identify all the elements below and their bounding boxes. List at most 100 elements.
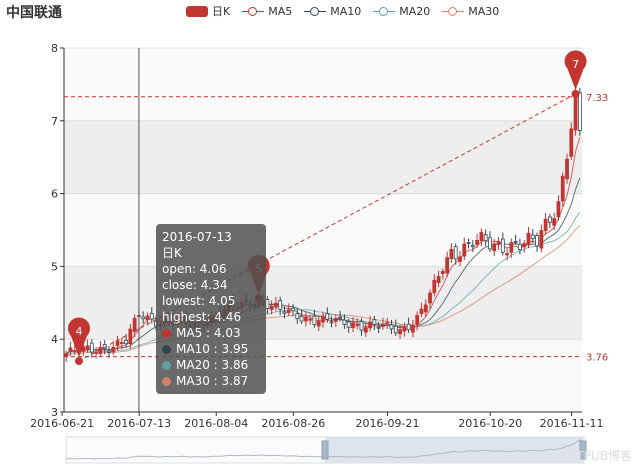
markpoint-pin-icon [67, 317, 90, 358]
candle-body [449, 249, 454, 260]
candle-body [488, 237, 492, 250]
candle-body [466, 242, 471, 244]
y-tick-label: 3 [51, 406, 58, 419]
x-tick-label: 2016-08-26 [261, 417, 325, 430]
candle-body [513, 241, 518, 243]
series-dot-icon [162, 376, 171, 386]
candle-body [265, 299, 270, 309]
candle-body [278, 300, 283, 310]
tooltip-ma-text: MA30 : 3.87 [176, 374, 249, 388]
candle-body [535, 235, 539, 247]
candle-body [141, 316, 146, 320]
candle-body [372, 319, 377, 325]
candle-body [149, 312, 154, 320]
markpoint-dot [74, 357, 83, 366]
candle-body [325, 313, 330, 320]
grid-band [64, 120, 582, 194]
legend-symbol [242, 5, 265, 17]
watermark: @ITPUB博客 [560, 449, 632, 463]
candle-body [308, 318, 313, 321]
candle-body [462, 243, 467, 257]
candle-body [522, 243, 527, 248]
legend-item-ma10[interactable]: MA10 [304, 3, 361, 19]
candle-body [509, 242, 514, 253]
candle-body [518, 243, 522, 250]
tooltip-ma-text: MA20 : 3.86 [176, 358, 249, 372]
legend-item-ma30[interactable]: MA30 [442, 3, 499, 19]
tooltip-ma-list: MA5 : 4.03 MA10 : 3.95 MA20 : 3.86 MA30 : 3… [162, 325, 260, 389]
candle-body [291, 307, 295, 312]
legend-symbol [304, 5, 327, 17]
candle-body [419, 308, 424, 314]
candle-body [398, 329, 402, 335]
tooltip-highest: highest: 4.46 [162, 310, 242, 324]
x-tick-label: 2016-06-21 [30, 417, 94, 430]
candle-body [406, 323, 411, 331]
candle-body [552, 218, 557, 226]
markpoint-label: 7 [572, 58, 579, 71]
y-tick-label: 4 [51, 333, 58, 346]
markpoint-pin-icon [564, 50, 587, 90]
candle-body [346, 321, 351, 328]
candle-body [145, 315, 150, 320]
candle-body [411, 324, 415, 333]
tooltip-ma-row: MA5 : 4.03 [162, 325, 260, 341]
legend-item-ma5[interactable]: MA5 [242, 3, 292, 19]
candle-body [299, 316, 304, 322]
tooltip-date: 2016-07-13 [162, 230, 232, 244]
legend-label: MA30 [468, 4, 500, 18]
candle-body [368, 321, 372, 329]
candle-body [286, 309, 291, 313]
candle-body [543, 218, 548, 231]
candle-body [124, 340, 128, 345]
candle-body [376, 326, 381, 329]
legend-item-ma20[interactable]: MA20 [373, 3, 430, 19]
datazoom-selection [325, 437, 583, 463]
legend: 日K MA5 MA10 MA20 MA30 [186, 3, 499, 19]
candle-body [282, 311, 287, 314]
series-dot-icon [162, 360, 171, 370]
candle-body [316, 320, 321, 327]
candle-body [483, 234, 488, 242]
candle-body [89, 342, 94, 353]
candle-body [355, 324, 360, 327]
candle-body [415, 315, 420, 326]
candle-body [303, 316, 308, 322]
candle-body [436, 276, 441, 284]
candle-body [312, 315, 317, 325]
y-tick-label: 5 [51, 260, 58, 273]
candle-body [432, 279, 437, 294]
series-dot-icon [162, 328, 171, 338]
candle-body [428, 292, 432, 304]
candle-body [85, 345, 90, 350]
candle-body [385, 321, 390, 324]
candle-body [128, 328, 133, 344]
candle-body [453, 246, 458, 260]
candle-body [569, 128, 574, 157]
legend-label: MA20 [399, 4, 431, 18]
candle-body [560, 175, 565, 202]
candle-body [132, 317, 137, 332]
legend-item-日k[interactable]: 日K [186, 3, 230, 19]
grid-band [64, 48, 582, 121]
candle-body [526, 232, 531, 245]
candle-body [64, 353, 69, 357]
candle-body [539, 230, 544, 249]
candle-body [547, 216, 552, 223]
candle-body [351, 322, 355, 329]
x-tick-label: 2016-09-21 [356, 417, 420, 430]
tooltip-close: close: 4.34 [162, 278, 228, 292]
x-tick-label: 2016-08-04 [184, 417, 248, 430]
candle-body [393, 325, 398, 334]
x-tick-label: 2016-11-11 [540, 417, 604, 430]
candle-body [321, 315, 325, 323]
candle-body [440, 270, 445, 275]
candle-body [458, 256, 462, 262]
candle-body [333, 317, 338, 322]
candle-body [68, 347, 73, 352]
candle-body [338, 316, 343, 319]
markpoint-label: 4 [75, 325, 82, 338]
legend-symbol [373, 5, 396, 17]
grid-band [64, 266, 582, 340]
